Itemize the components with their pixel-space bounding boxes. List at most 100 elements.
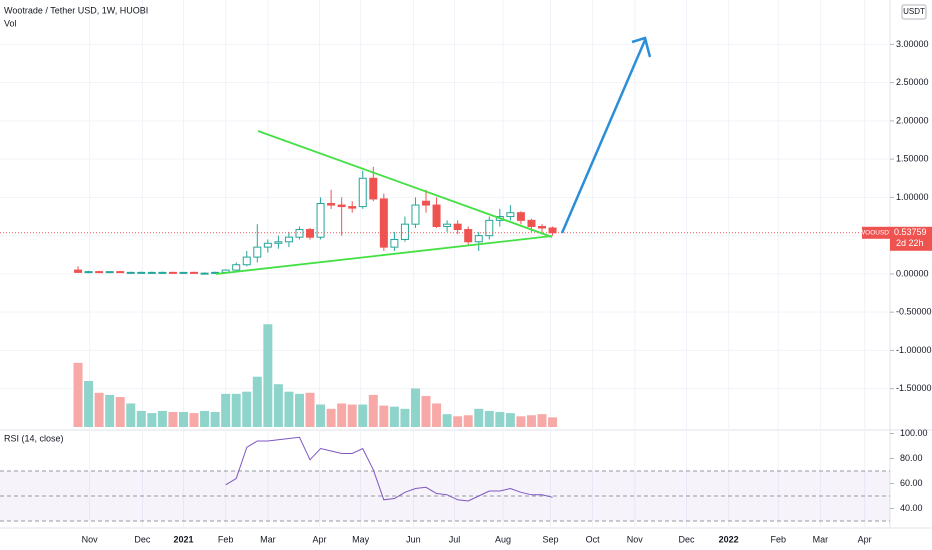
y-tick-label: 2.50000 (896, 77, 929, 87)
volume-bar (126, 403, 136, 427)
candle-body (411, 204, 420, 225)
symbol-tag (862, 226, 890, 239)
volume-bar (537, 414, 547, 427)
candle-body (432, 204, 441, 227)
volume-bar (526, 415, 536, 427)
volume-bar (84, 380, 94, 427)
candle-body (390, 238, 399, 248)
candle-body (274, 241, 283, 244)
candle-body (295, 229, 304, 238)
volume-bar (94, 392, 104, 427)
volume-bar (316, 404, 326, 427)
candle-body (337, 204, 346, 208)
candle-body (232, 264, 241, 271)
volume-bar (157, 410, 167, 427)
y-tick-label: -1.50000 (896, 383, 932, 393)
candle-body (84, 271, 93, 274)
x-tick-label: Aug (495, 534, 511, 544)
candle-body (327, 203, 336, 206)
symbol-tag-label: WOOUSDT (859, 230, 893, 237)
candle-body (200, 272, 209, 275)
y-tick-label: 40.00 (900, 503, 923, 513)
y-tick-label: 60.00 (900, 478, 923, 488)
candle-body (95, 271, 104, 274)
x-tick-label: Oct (586, 534, 601, 544)
currency-box[interactable] (901, 4, 927, 20)
volume-bar (178, 412, 188, 427)
candle-body (548, 227, 557, 234)
candle-body (485, 219, 494, 237)
volume-bar (337, 403, 347, 427)
volume-bar (221, 393, 231, 427)
rsi-line (225, 436, 553, 502)
volume-bar (505, 413, 515, 427)
candle-body (179, 271, 188, 274)
volume-bar (252, 376, 262, 427)
candle-body (168, 271, 177, 274)
volume-bar (326, 408, 336, 427)
x-tick-label: Jul (449, 534, 461, 544)
volume-bar (347, 404, 357, 427)
candle-body (506, 212, 515, 218)
candle-body (422, 200, 431, 206)
y-tick-label: 1.00000 (896, 192, 929, 202)
y-tick-label: 100.00 (900, 428, 928, 438)
y-tick-label: -1.00000 (896, 345, 932, 355)
volume-bar (105, 394, 115, 427)
volume-bar (548, 417, 558, 427)
volume-bar (231, 393, 241, 427)
price-tag-value: 0.53759 (894, 227, 927, 237)
x-tick-label: Mar (813, 534, 829, 544)
candle-body (443, 223, 452, 227)
candle-body (474, 235, 483, 243)
y-tick-label: 80.00 (900, 453, 923, 463)
x-tick-label: Mar (260, 534, 276, 544)
x-tick-label: Feb (770, 534, 786, 544)
candle-body (158, 271, 167, 274)
volume-bar (400, 408, 410, 427)
volume-bar (389, 406, 399, 427)
volume-bar (432, 403, 442, 427)
volume-title: Vol (4, 18, 17, 28)
x-tick-label: Dec (678, 534, 695, 544)
candle-body (516, 212, 525, 221)
x-tick-label: Sep (542, 534, 558, 544)
candle-body (190, 271, 199, 274)
candle-body (453, 223, 462, 231)
x-tick-label: Apr (313, 534, 327, 544)
x-tick-label: May (352, 534, 370, 544)
price-tag-countdown: 2d 22h (896, 238, 924, 248)
x-tick-label: Jun (406, 534, 421, 544)
candle-body (116, 271, 125, 274)
x-tick-label: Apr (858, 534, 872, 544)
candle-body (538, 225, 547, 229)
volume-bar (358, 404, 368, 427)
candle-body (126, 271, 135, 274)
candle-body (358, 177, 367, 208)
candle-body (306, 229, 315, 238)
x-tick-label: Dec (134, 534, 151, 544)
volume-bar (516, 416, 526, 427)
candle-body (147, 271, 156, 274)
currency-label[interactable]: USDT (903, 7, 925, 16)
projection-arrow (560, 39, 647, 234)
projection-arrowhead (631, 36, 652, 58)
volume-bar (305, 392, 315, 427)
y-tick-label: -0.50000 (896, 307, 932, 317)
candle-body (316, 203, 325, 238)
volume-bar (442, 414, 452, 427)
volume-bar (200, 410, 210, 427)
x-tick-label: 2022 (719, 534, 739, 544)
candle-body (137, 271, 146, 274)
x-tick-label: Feb (218, 534, 234, 544)
volume-bar (379, 405, 389, 427)
volume-bar (284, 391, 294, 427)
volume-bar (168, 412, 178, 427)
volume-bar (136, 410, 146, 427)
rsi-title: RSI (14, close) (4, 433, 64, 443)
trend-line-upper (257, 130, 553, 238)
